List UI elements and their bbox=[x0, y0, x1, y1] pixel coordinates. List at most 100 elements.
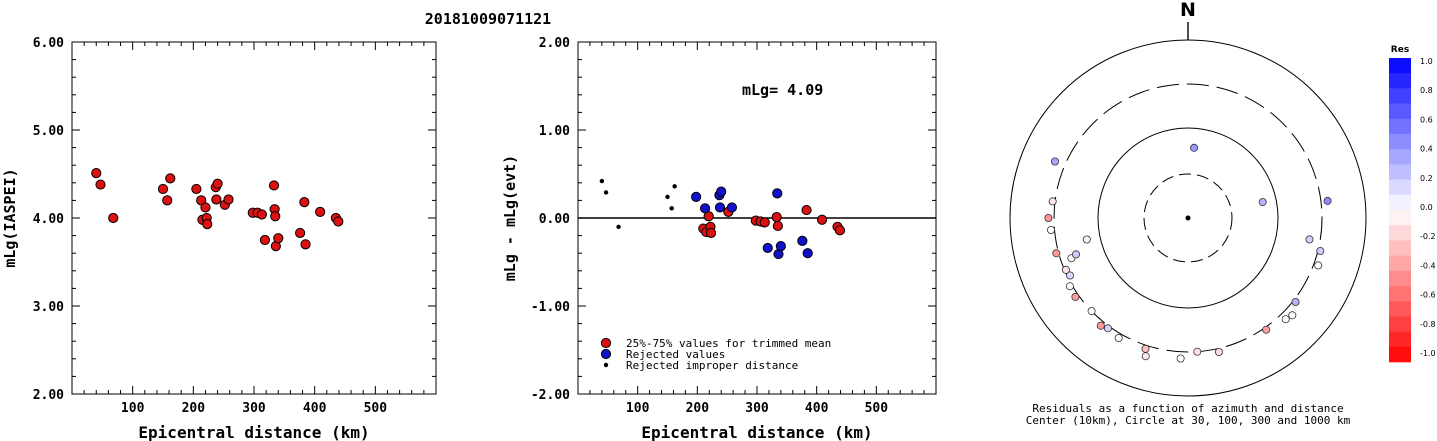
data-point bbox=[108, 212, 119, 224]
station-marker bbox=[1316, 246, 1325, 255]
colorbar-cell bbox=[1389, 225, 1411, 241]
plot2-y-axis-label: mLg - mLg(evt) bbox=[501, 155, 519, 281]
station-marker bbox=[1051, 157, 1060, 166]
ring-100km bbox=[1097, 127, 1279, 309]
data-point bbox=[295, 227, 306, 239]
colorbar-cell bbox=[1389, 331, 1411, 348]
colorbar-cell bbox=[1389, 118, 1411, 135]
data-point bbox=[315, 206, 326, 217]
colorbar-cell bbox=[1389, 164, 1411, 180]
station-marker bbox=[1190, 143, 1199, 152]
legend-marker bbox=[603, 362, 609, 368]
plot2-magnitude-annotation: mLg= 4.09 bbox=[742, 81, 823, 99]
data-point bbox=[816, 214, 828, 225]
data-point bbox=[202, 219, 213, 230]
station-marker bbox=[1305, 235, 1314, 244]
station-marker bbox=[1047, 225, 1056, 234]
plot2-x-ticks: 100 200 300 400 500 bbox=[589, 42, 925, 416]
residual-colorbar: Res 1.0 0.8 0.6 0.4 0.2 0.0 -0.2 -0.4 -0.6 -0.8 -1… bbox=[1389, 45, 1436, 363]
colorbar-tick-label: 0.4 bbox=[1420, 145, 1433, 154]
station-marker bbox=[1087, 307, 1096, 316]
station-marker bbox=[1258, 198, 1267, 207]
colorbar-cell bbox=[1389, 58, 1411, 74]
colorbar-cell bbox=[1389, 210, 1411, 226]
station-marker bbox=[1193, 347, 1202, 356]
legend-label: Rejected values bbox=[626, 348, 725, 361]
data-point bbox=[762, 242, 773, 254]
data-point bbox=[165, 173, 176, 184]
station-marker bbox=[1176, 354, 1185, 363]
north-label: N bbox=[1180, 0, 1196, 21]
data-point bbox=[699, 203, 711, 214]
plot2-y-ticks: -2.00 -1.00 0.00 1.00 2.00 bbox=[531, 36, 936, 403]
station-marker bbox=[1096, 321, 1105, 330]
x-tick-label: 300 bbox=[745, 401, 769, 416]
data-point bbox=[299, 197, 310, 208]
station-marker bbox=[1214, 347, 1223, 356]
colorbar-cells bbox=[1389, 58, 1411, 363]
x-tick-label: 400 bbox=[805, 401, 829, 416]
data-point bbox=[223, 194, 234, 205]
legend-marker bbox=[600, 337, 612, 349]
plot2-points bbox=[599, 178, 846, 260]
data-point bbox=[616, 224, 621, 229]
plot1-points bbox=[91, 168, 344, 252]
colorbar-cell bbox=[1389, 134, 1411, 150]
data-point bbox=[772, 220, 783, 232]
station-marker bbox=[1071, 292, 1080, 301]
colorbar-tick-label: -1.0 bbox=[1420, 349, 1436, 358]
colorbar-cell bbox=[1389, 240, 1411, 256]
colorbar-tick-label: 0.6 bbox=[1420, 115, 1433, 124]
x-tick-label: 100 bbox=[121, 401, 145, 416]
data-point bbox=[672, 184, 677, 189]
colorbar-cell bbox=[1389, 149, 1411, 165]
data-point bbox=[191, 183, 202, 195]
colorbar-cell bbox=[1389, 346, 1411, 363]
polar-stations bbox=[1044, 143, 1332, 363]
station-marker bbox=[1262, 325, 1271, 334]
plot1-frame bbox=[71, 41, 437, 395]
data-point bbox=[273, 233, 284, 244]
data-point bbox=[691, 191, 702, 202]
x-tick-label: 200 bbox=[182, 401, 206, 416]
x-tick-label: 500 bbox=[865, 401, 889, 416]
colorbar-cell bbox=[1389, 301, 1411, 317]
station-marker bbox=[1314, 261, 1323, 270]
data-point bbox=[256, 209, 267, 220]
mlg-vs-distance-plot: 100 200 300 400 500 2.00 3.00 4.00 5.00 6.00 Epi… bbox=[1, 36, 437, 441]
data-point bbox=[797, 235, 808, 246]
y-tick-label: 4.00 bbox=[33, 212, 64, 227]
colorbar-cell bbox=[1389, 88, 1411, 104]
data-point bbox=[665, 194, 670, 200]
figure-title: 20181009071121 bbox=[425, 10, 551, 28]
station-marker bbox=[1044, 213, 1053, 222]
legend-label: Rejected improper distance bbox=[626, 359, 798, 372]
plot1-x-axis-label: Epicentral distance (km) bbox=[138, 423, 369, 441]
data-point bbox=[771, 212, 782, 223]
data-point bbox=[726, 202, 738, 213]
colorbar-cell bbox=[1389, 270, 1411, 287]
data-point bbox=[200, 202, 211, 213]
y-tick-label: 1.00 bbox=[539, 124, 570, 139]
polar-caption-line2: Center (10km), Circle at 30, 100, 300 an… bbox=[1026, 414, 1351, 427]
data-point bbox=[705, 227, 717, 239]
y-tick-label: 2.00 bbox=[33, 388, 64, 403]
data-point bbox=[259, 234, 271, 246]
data-point bbox=[714, 202, 726, 213]
colorbar-tick-label: -0.6 bbox=[1420, 291, 1436, 300]
legend-marker bbox=[600, 348, 612, 360]
x-tick-label: 100 bbox=[626, 401, 650, 416]
station-marker bbox=[1065, 282, 1074, 291]
x-tick-label: 200 bbox=[686, 401, 710, 416]
ring-300km bbox=[1053, 83, 1323, 353]
station-marker bbox=[1103, 324, 1112, 333]
azimuth-residual-polar-plot: N Residuals as a function of azimuth and… bbox=[1009, 0, 1367, 427]
polar-caption-line1: Residuals as a function of azimuth and d… bbox=[1032, 402, 1343, 415]
data-point bbox=[599, 178, 605, 184]
plot1-y-ticks: 2.00 3.00 4.00 5.00 6.00 bbox=[33, 36, 436, 403]
colorbar-tick-label: 1.0 bbox=[1420, 57, 1433, 66]
data-point bbox=[268, 180, 280, 191]
colorbar-tick-label: 0.2 bbox=[1420, 174, 1433, 183]
plot2-x-axis-label: Epicentral distance (km) bbox=[641, 423, 872, 441]
